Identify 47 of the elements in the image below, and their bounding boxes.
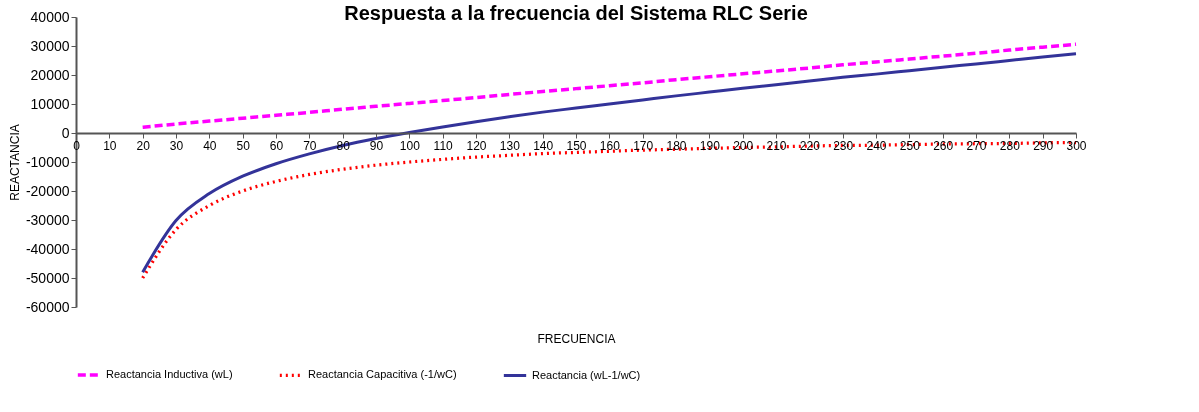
x-tick-label: 30 (169, 138, 184, 153)
y-tick-label: 20000 (30, 66, 70, 83)
legend-label: Reactancia (wL-1/wC) (532, 368, 641, 381)
x-tick-label: 290 (1033, 138, 1054, 153)
x-tick-label: 280 (999, 138, 1021, 153)
y-axis-title: REACTANCIA (7, 124, 22, 201)
y-tick-label: 0 (61, 124, 70, 141)
x-tick-label: 110 (433, 138, 454, 153)
x-tick-label: 100 (399, 138, 421, 153)
y-tick-label: 10000 (30, 95, 70, 112)
legend-label: Reactancia Inductiva (wL) (106, 368, 233, 380)
x-tick-label: 10 (103, 138, 117, 153)
x-tick-label: 300 (1066, 138, 1087, 153)
x-tick-label: 70 (303, 138, 317, 153)
x-tick-label: 20 (136, 138, 151, 153)
x-tick-label: 220 (799, 138, 821, 153)
x-tick-label: 250 (899, 138, 921, 153)
y-tick-label: 40000 (30, 8, 70, 25)
line-series (140, 42, 1078, 129)
x-tick-label: 230 (833, 138, 854, 153)
x-tick-label: 150 (566, 138, 587, 153)
x-axis-title: FRECUENCIA (537, 331, 616, 346)
y-tick-label: -40000 (25, 240, 70, 257)
y-tick-label: -10000 (25, 153, 70, 170)
x-tick-label: 120 (466, 138, 487, 153)
x-tick-label: 90 (369, 138, 384, 153)
x-tick-label: 270 (966, 138, 987, 153)
x-tick-label: 180 (666, 138, 687, 153)
x-tick-label: 210 (766, 138, 787, 153)
x-tick-label: 190 (699, 138, 721, 153)
legend-label: Reactancia Capacitiva (-1/wC) (308, 368, 457, 381)
y-tick-label: -50000 (25, 269, 70, 286)
x-tick-label: 260 (933, 138, 954, 153)
x-tick-label: 200 (733, 138, 754, 153)
x-tick-label: 160 (599, 138, 621, 153)
y-tick-label: -20000 (25, 182, 70, 199)
x-tick-label: 170 (633, 138, 654, 153)
y-tick-label: -60000 (25, 298, 70, 315)
chart-title: Respuesta a la frecuencia del Sistema RLC Serie (344, 2, 808, 24)
x-tick-label: 50 (236, 138, 251, 153)
x-tick-label: 40 (203, 138, 217, 153)
x-tick-label: 240 (866, 138, 887, 153)
x-tick-label: 140 (533, 138, 554, 153)
x-tick-label: 60 (269, 138, 284, 153)
x-tick-label: 130 (499, 138, 521, 153)
y-tick-label: -30000 (25, 211, 70, 228)
y-tick-label: 30000 (30, 37, 70, 54)
